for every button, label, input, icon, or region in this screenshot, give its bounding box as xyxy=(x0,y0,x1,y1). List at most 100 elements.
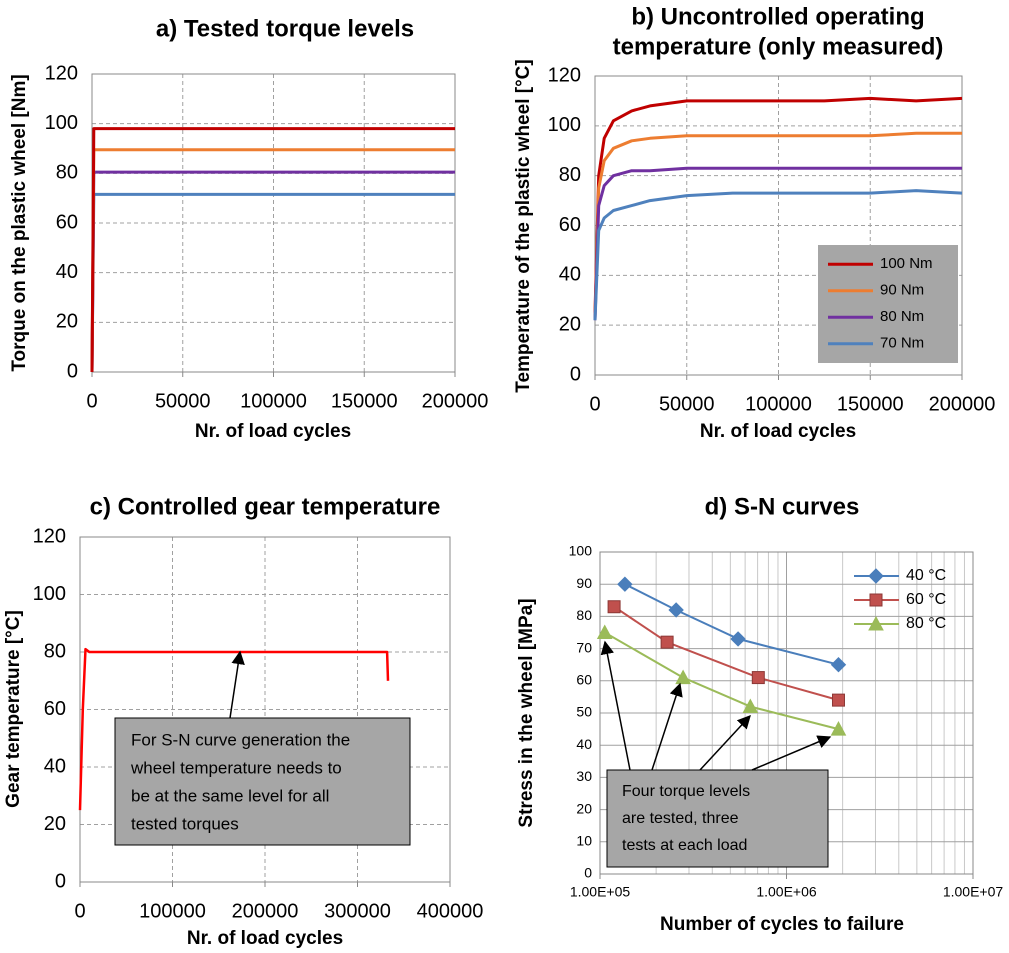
plot-frame xyxy=(599,551,974,875)
plot-frame xyxy=(79,536,451,883)
legend-label: 80 °C xyxy=(906,615,946,632)
series-line xyxy=(78,647,390,811)
annotation-box xyxy=(114,717,411,846)
y-tick-label: 80 xyxy=(559,164,581,186)
annotation-text: wheel temperature needs to xyxy=(130,758,342,777)
x-tick-label: 400000 xyxy=(417,900,484,922)
data-point xyxy=(617,576,633,592)
annotation-text: tests at each load xyxy=(622,837,747,854)
y-tick-label: 120 xyxy=(548,64,581,86)
legend-label: 80 Nm xyxy=(880,308,924,325)
annotation-text: are tested, three xyxy=(622,810,739,827)
annotation-text: tested torques xyxy=(131,814,239,833)
annotation-arrow xyxy=(751,735,832,771)
legend-marker xyxy=(868,615,884,631)
y-tick-label: 120 xyxy=(45,62,78,84)
series-line xyxy=(604,631,839,731)
y-tick-label: 20 xyxy=(44,813,66,835)
x-tick-label: 100000 xyxy=(240,390,307,412)
legend-label: 90 Nm xyxy=(880,282,924,299)
annotation-arrow xyxy=(229,650,245,719)
y-axis-label: Temperature of the plastic wheel [°C] xyxy=(513,59,534,392)
x-tick-label: 50000 xyxy=(155,390,211,412)
y-tick-label: 60 xyxy=(576,672,592,688)
annotation-text: For S-N curve generation the xyxy=(131,730,350,749)
data-point xyxy=(607,600,621,614)
y-tick-label: 100 xyxy=(569,543,593,559)
chart-title: d) S-N curves xyxy=(705,493,860,520)
x-tick-label: 1.00E+07 xyxy=(943,884,1004,900)
legend-label: 100 Nm xyxy=(880,255,933,272)
series-line xyxy=(593,166,962,321)
x-tick-label: 150000 xyxy=(837,393,904,415)
annotation-arrow xyxy=(600,640,631,771)
series-line xyxy=(90,148,455,373)
legend-label: 60 °C xyxy=(906,591,946,608)
y-tick-label: 100 xyxy=(33,583,66,605)
x-axis-label: Number of cycles to failure xyxy=(660,914,904,935)
y-tick-label: 60 xyxy=(56,211,78,233)
y-tick-label: 40 xyxy=(559,264,581,286)
y-tick-label: 20 xyxy=(559,313,581,335)
y-tick-label: 0 xyxy=(584,865,592,881)
y-tick-label: 10 xyxy=(576,833,592,849)
y-tick-label: 40 xyxy=(576,736,592,752)
y-tick-label: 20 xyxy=(56,311,78,333)
x-tick-label: 100000 xyxy=(745,393,812,415)
x-tick-label: 300000 xyxy=(324,900,391,922)
chart-title: c) Controlled gear temperature xyxy=(90,493,441,520)
y-tick-label: 0 xyxy=(55,870,66,892)
data-point xyxy=(742,698,759,714)
annotation-text: be at the same level for all xyxy=(131,786,329,805)
series-line xyxy=(613,605,839,702)
series-line xyxy=(593,96,963,313)
x-tick-label: 100000 xyxy=(139,900,206,922)
series-line xyxy=(593,189,963,321)
y-tick-label: 90 xyxy=(576,575,592,591)
x-tick-label: 0 xyxy=(86,390,97,412)
legend-marker xyxy=(869,593,883,607)
chart-title: b) Uncontrolled operating xyxy=(631,3,924,30)
y-tick-label: 100 xyxy=(45,112,78,134)
x-axis-label: Nr. of load cycles xyxy=(195,421,351,442)
annotation-text: Four torque levels xyxy=(622,783,750,800)
x-tick-label: 200000 xyxy=(929,393,996,415)
data-point xyxy=(751,671,765,685)
chart-title: a) Tested torque levels xyxy=(156,15,414,42)
annotation-arrow xyxy=(699,715,751,771)
y-tick-label: 60 xyxy=(44,698,66,720)
annotation-box xyxy=(606,769,829,868)
series-line xyxy=(624,583,839,666)
y-tick-label: 40 xyxy=(44,755,66,777)
y-tick-label: 20 xyxy=(576,800,592,816)
annotation-arrow xyxy=(651,682,683,771)
y-tick-label: 0 xyxy=(570,363,581,385)
y-tick-label: 100 xyxy=(548,114,581,136)
data-point xyxy=(668,602,684,618)
y-tick-label: 80 xyxy=(44,640,66,662)
x-tick-label: 1.00E+05 xyxy=(570,884,631,900)
legend-label: 40 °C xyxy=(906,567,946,584)
series-line xyxy=(593,131,962,318)
y-tick-label: 120 xyxy=(33,525,66,547)
x-tick-label: 1.00E+06 xyxy=(756,884,817,900)
data-point xyxy=(596,624,613,639)
y-tick-label: 0 xyxy=(67,360,78,382)
data-point xyxy=(830,656,847,673)
y-tick-label: 30 xyxy=(576,768,592,784)
x-tick-label: 150000 xyxy=(331,390,398,412)
x-tick-label: 200000 xyxy=(232,900,299,922)
plot-frame xyxy=(594,75,963,376)
x-tick-label: 0 xyxy=(74,900,85,922)
series-line xyxy=(90,127,455,373)
y-axis-label: Stress in the wheel [MPa] xyxy=(516,598,537,827)
data-point xyxy=(831,693,845,707)
data-point xyxy=(675,669,691,685)
y-tick-label: 60 xyxy=(559,214,581,236)
legend-marker xyxy=(868,568,884,584)
x-tick-label: 0 xyxy=(589,393,600,415)
x-tick-label: 200000 xyxy=(422,390,489,412)
chart-title: temperature (only measured) xyxy=(613,33,944,60)
x-tick-label: 50000 xyxy=(659,393,715,415)
